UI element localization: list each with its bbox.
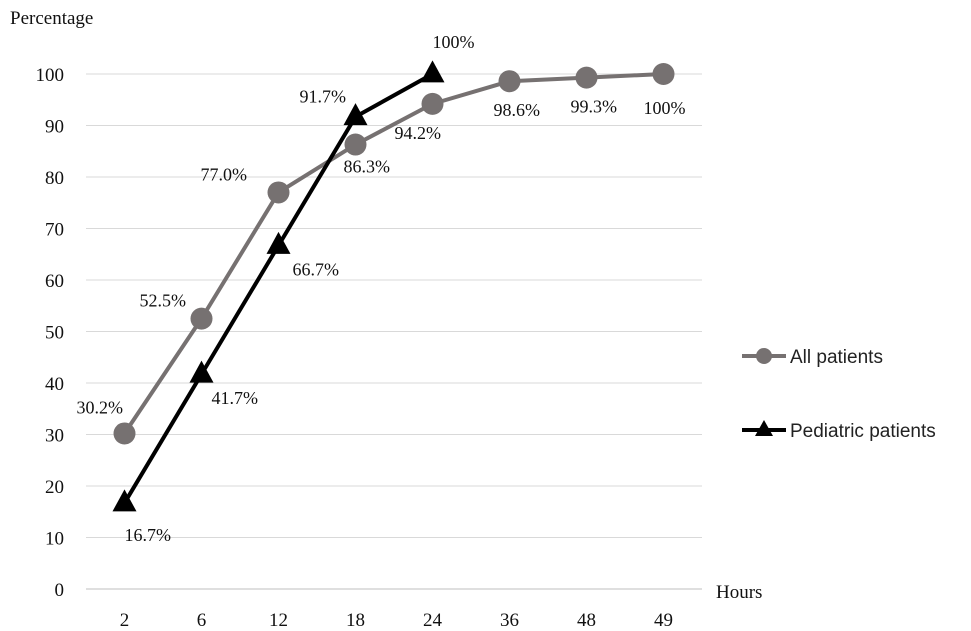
series-line-pediatric-patients <box>122 72 434 505</box>
y-tick-label: 20 <box>45 477 64 498</box>
x-axis-title: Hours <box>716 582 762 603</box>
y-tick-label: 30 <box>45 426 64 447</box>
data-label: 99.3% <box>571 97 618 117</box>
legend: All patients Pediatric patients <box>742 347 936 442</box>
y-tick-label: 0 <box>55 580 65 601</box>
data-point-all-patients <box>190 307 213 330</box>
data-label: 66.7% <box>293 259 340 279</box>
x-tick-label: 24 <box>423 610 443 631</box>
x-tick-label: 12 <box>269 610 288 631</box>
y-tick-label: 100 <box>36 65 65 86</box>
x-tick-label: 36 <box>500 610 519 631</box>
y-tick-label: 50 <box>45 323 64 344</box>
data-label: 100% <box>433 32 475 52</box>
data-label: 98.6% <box>494 100 541 120</box>
x-tick-label: 6 <box>197 610 207 631</box>
data-point-pediatric-patients <box>343 103 368 126</box>
x-tick-label: 2 <box>120 610 130 631</box>
data-label: 100% <box>644 98 686 118</box>
legend-marker-circle <box>756 348 772 364</box>
x-tick-label: 18 <box>346 610 365 631</box>
series-layer <box>112 60 675 512</box>
data-point-all-patients <box>498 70 521 93</box>
legend-entry: Pediatric patients <box>790 421 936 442</box>
data-label: 77.0% <box>201 164 248 184</box>
y-tick-label: 90 <box>45 117 64 138</box>
data-point-pediatric-patients <box>420 60 445 83</box>
data-point-pediatric-patients <box>189 360 214 383</box>
legend-entry: All patients <box>790 347 883 368</box>
y-tick-label: 10 <box>45 529 64 550</box>
data-point-all-patients <box>421 92 444 115</box>
series-line-all-patients <box>122 72 664 435</box>
y-axis-title: Percentage <box>10 8 93 29</box>
data-label: 52.5% <box>140 291 187 311</box>
data-labels: 30.2% 52.5% 77.0% 86.3%94.2% 98.6% 99.3% 100% 1… <box>77 32 686 545</box>
x-tick-label: 49 <box>654 610 673 631</box>
y-tick-label: 70 <box>45 220 64 241</box>
x-axis-ticks: 2 6 12 18 24 36 48 49 <box>120 610 673 631</box>
data-label: 91.7% <box>300 87 347 107</box>
data-point-all-patients <box>344 133 367 156</box>
data-label: 94.2% <box>395 123 442 143</box>
data-label: 16.7% <box>125 525 172 545</box>
grid-lines <box>86 73 702 590</box>
y-axis-ticks: 0 10 20 30 40 50 60 70 80 90 100 <box>36 65 65 601</box>
data-label: 30.2% <box>77 397 124 417</box>
y-tick-label: 40 <box>45 374 64 395</box>
data-label: 41.7% <box>212 388 259 408</box>
data-point-all-patients <box>575 66 598 89</box>
y-tick-label: 60 <box>45 271 64 292</box>
data-point-all-patients <box>267 181 290 204</box>
data-label: 86.3% <box>344 157 391 177</box>
data-point-pediatric-patients <box>112 489 137 512</box>
data-point-pediatric-patients <box>266 231 291 254</box>
y-tick-label: 80 <box>45 168 64 189</box>
data-point-all-patients <box>652 63 675 85</box>
data-point-all-patients <box>113 422 136 445</box>
x-tick-label: 48 <box>577 610 596 631</box>
legend-marker-triangle <box>755 420 773 436</box>
